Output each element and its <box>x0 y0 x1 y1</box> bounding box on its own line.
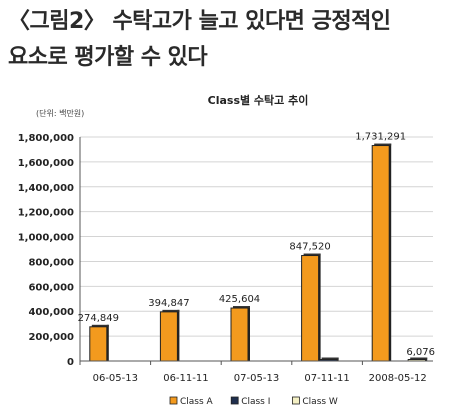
bar-class-a <box>159 311 178 362</box>
y-tick-label: 400,000 <box>28 307 74 318</box>
y-tick-label: 1,000,000 <box>18 233 74 244</box>
x-tick-label: 2008-05-12 <box>369 373 427 384</box>
unit-note: (단위: 백만원) <box>36 108 84 118</box>
bar-class-a <box>301 255 320 362</box>
bar-class-a <box>230 307 249 362</box>
data-label: 274,849 <box>78 313 119 324</box>
bar-shadow <box>321 357 339 360</box>
y-tick-label: 200,000 <box>28 332 74 343</box>
y-tick-label: 1,400,000 <box>18 183 74 194</box>
data-labels: 274,849 394,847 425,604 847,520 1,731,291 6,0… <box>78 132 435 358</box>
legend-swatch <box>230 396 239 405</box>
legend-label: Class W <box>302 397 338 407</box>
bar-shadow <box>374 143 392 146</box>
y-tick-label: 1,800,000 <box>18 133 74 144</box>
bar-shadow <box>91 324 109 327</box>
axes: Class별 수탁고 추이 (단위: 백만원) 0 200,000 400,000 600… <box>18 93 433 384</box>
x-tick-label: 06-11-11 <box>163 373 208 384</box>
legend: Class A Class I Class W <box>169 396 338 407</box>
y-tick-label: 1,600,000 <box>18 158 74 169</box>
y-tick-label: 0 <box>67 357 74 368</box>
x-tick-label: 06-05-13 <box>93 373 138 384</box>
legend-swatch <box>291 396 300 405</box>
legend-label: Class I <box>241 397 270 407</box>
bar-shadow <box>303 253 321 256</box>
bar-shadow <box>106 324 109 361</box>
bars <box>89 143 428 362</box>
bar-shadow <box>318 253 321 361</box>
bar-shadow <box>248 306 250 361</box>
x-tick-label: 07-05-13 <box>234 373 279 384</box>
x-tick-label: 07-11-11 <box>304 373 349 384</box>
heading-line-1: 〈그림2〉 수탁고가 늘고 있다면 긍정적인 <box>8 9 391 34</box>
data-label: 6,076 <box>406 347 435 358</box>
chart-title: Class별 수탁고 추이 <box>208 93 309 107</box>
bar-shadow <box>233 306 250 309</box>
bar-class-a <box>371 145 390 362</box>
figure-heading: 〈그림2〉 수탁고가 늘고 있다면 긍정적인 요소로 평가할 수 있다 <box>8 4 448 76</box>
bar-shadow <box>410 357 428 360</box>
bar-shadow <box>389 143 392 361</box>
legend-swatch <box>169 396 178 405</box>
bar-shadow <box>177 309 180 361</box>
data-label: 1,731,291 <box>355 132 406 143</box>
y-tick-label: 800,000 <box>28 257 74 268</box>
data-label: 394,847 <box>148 298 189 309</box>
legend-label: Class A <box>180 397 214 407</box>
data-label: 425,604 <box>219 294 260 305</box>
y-tick-label: 1,200,000 <box>18 208 74 219</box>
data-label: 847,520 <box>289 242 330 253</box>
y-tick-label: 600,000 <box>28 282 74 293</box>
heading-line-2: 요소로 평가할 수 있다 <box>8 45 208 70</box>
bar-class-a <box>89 326 108 362</box>
bar-shadow <box>162 309 180 312</box>
